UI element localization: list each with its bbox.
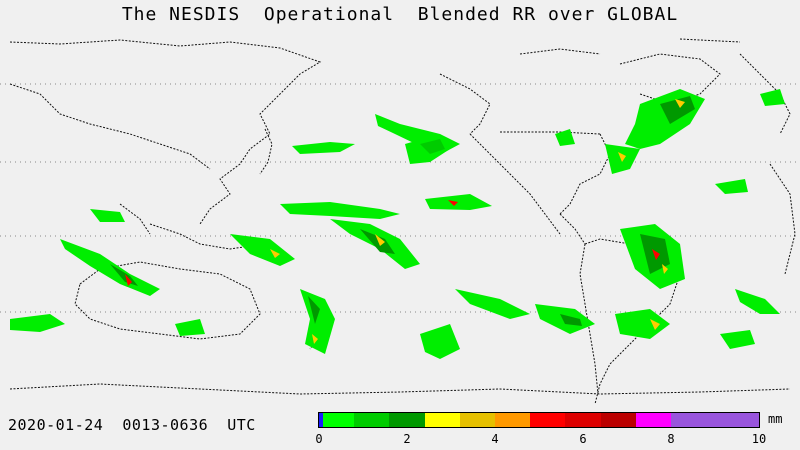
rain-area	[125, 274, 132, 286]
colorbar-tick-label: 4	[491, 432, 499, 446]
coast-asia-inner	[9, 83, 211, 170]
coast-arctic-islands	[519, 38, 741, 55]
rain-area	[760, 89, 785, 106]
colorbar-segment	[530, 413, 566, 427]
colorbar-tick-label: 10	[751, 432, 767, 446]
coast-malay	[119, 203, 151, 235]
rain-area	[280, 202, 400, 219]
date-time-range: 2020-01-24 0013-0636 UTC	[8, 416, 256, 434]
colorbar-segment	[323, 413, 355, 427]
coast-africa	[769, 163, 796, 275]
precipitation-map	[0, 34, 800, 410]
rain-area	[110, 264, 138, 286]
rain-area	[715, 179, 748, 194]
rain-area	[615, 309, 670, 339]
coast-na-east	[559, 133, 611, 215]
colorbar	[318, 412, 760, 428]
rain-area	[448, 200, 458, 206]
precipitation-areas	[10, 89, 785, 359]
coast-sa-west	[579, 243, 599, 395]
rain-area	[270, 249, 280, 258]
rain-area	[455, 289, 530, 319]
rain-area	[720, 330, 755, 349]
map-title: The NESDIS Operational Blended RR over G…	[121, 4, 679, 25]
rain-area	[90, 209, 125, 222]
rain-area	[652, 249, 660, 260]
rain-area	[60, 239, 160, 296]
coast-asia-north	[9, 39, 322, 225]
rain-area	[420, 324, 460, 359]
rain-area	[618, 152, 626, 162]
rain-area	[360, 229, 395, 254]
coast-alaska	[439, 73, 491, 135]
colorbar-tick-label: 2	[403, 432, 411, 446]
colorbar-segment	[354, 413, 390, 427]
rain-area	[650, 319, 660, 330]
rain-area	[555, 129, 575, 146]
rain-area	[662, 264, 668, 274]
border-us	[500, 131, 601, 135]
colorbar-segment	[494, 413, 531, 427]
rain-area	[425, 194, 492, 210]
colorbar-segment	[635, 413, 671, 427]
rain-area	[300, 289, 335, 354]
rain-area	[292, 142, 355, 154]
rain-area	[420, 139, 445, 154]
rain-area	[625, 89, 705, 149]
colorbar-tick-label: 0	[315, 432, 323, 446]
colorbar-segment	[319, 413, 324, 427]
coast-south-america	[584, 238, 681, 405]
colorbar-segment	[670, 413, 759, 427]
coast-indonesia	[149, 223, 251, 250]
colorbar-legend: mm 0 2 4 6 8 10	[315, 412, 798, 448]
coast-australia	[74, 261, 261, 340]
rain-area	[660, 96, 695, 124]
colorbar-unit: mm	[768, 412, 783, 426]
rain-area	[735, 289, 780, 314]
coast-na-west	[469, 133, 561, 235]
coast-japan	[259, 128, 273, 175]
colorbar-segment	[424, 413, 460, 427]
colorbar-tick-label: 6	[579, 432, 587, 446]
coast-central-america	[559, 213, 586, 245]
rain-area	[10, 314, 65, 332]
rain-area	[675, 99, 685, 108]
colorbar-segment	[459, 413, 495, 427]
colorbar-segment	[565, 413, 601, 427]
colorbar-tick-label: 8	[667, 432, 675, 446]
rain-area	[560, 314, 582, 326]
colorbar-segment	[600, 413, 636, 427]
rain-area	[175, 319, 205, 336]
rain-area	[375, 234, 385, 246]
map-svg	[0, 38, 800, 405]
rain-area	[312, 334, 318, 344]
latitude-gridlines	[0, 83, 800, 313]
rain-area	[308, 296, 320, 324]
rain-area	[230, 234, 295, 266]
colorbar-segment	[389, 413, 425, 427]
coast-antarctica	[9, 383, 791, 395]
